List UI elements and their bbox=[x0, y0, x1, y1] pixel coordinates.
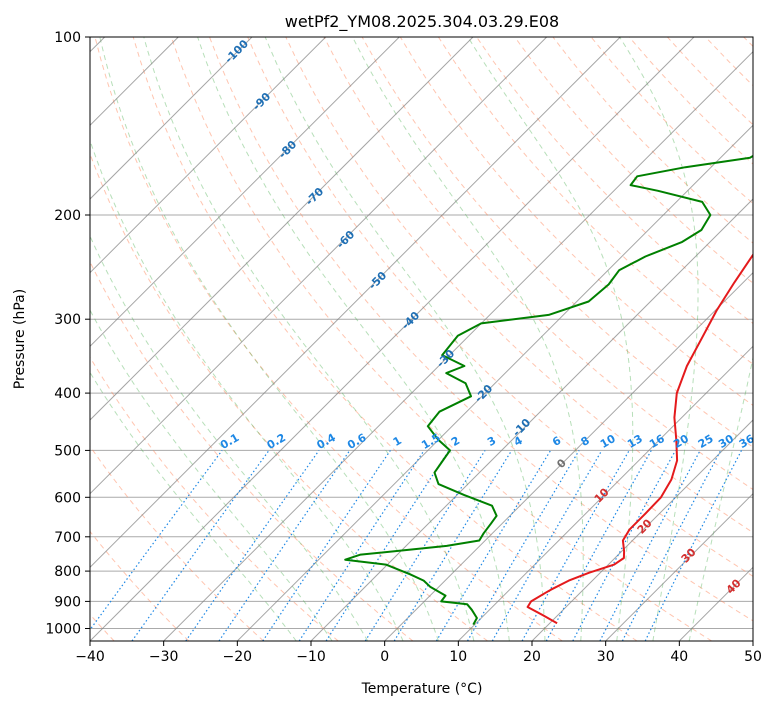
mixing-ratio-line bbox=[393, 450, 513, 641]
mixing-ratio-line bbox=[621, 450, 722, 641]
y-tick-label: 200 bbox=[54, 208, 81, 224]
x-tick-label: −40 bbox=[75, 649, 105, 665]
isotherm-line bbox=[457, 345, 753, 641]
isotherm-line bbox=[236, 124, 753, 641]
dry-adiabat-line bbox=[209, 37, 753, 622]
dry-adiabat-line bbox=[247, 37, 753, 577]
mixing-ratio-line bbox=[185, 450, 320, 641]
y-tick-label: 300 bbox=[54, 312, 81, 328]
y-tick-label: 600 bbox=[54, 490, 81, 506]
isobar-lines bbox=[90, 37, 753, 629]
isotherm-line bbox=[310, 198, 753, 641]
moist-adiabat-line bbox=[90, 234, 369, 641]
dry-adiabat-line bbox=[94, 37, 563, 641]
x-tick-label: −30 bbox=[149, 649, 179, 665]
chart-title: wetPf2_YM08.2025.304.03.29.E08 bbox=[285, 12, 559, 32]
x-tick-label: −10 bbox=[296, 649, 326, 665]
y-tick-label: 100 bbox=[54, 30, 81, 46]
x-tick-label: −20 bbox=[223, 649, 253, 665]
dry-adiabat-line bbox=[90, 530, 190, 641]
x-tick-label: 10 bbox=[449, 649, 467, 665]
mixing-ratio-line bbox=[466, 450, 580, 641]
dry-adiabat-line bbox=[90, 152, 488, 641]
y-tick-label: 800 bbox=[54, 564, 81, 580]
isotherm-line bbox=[90, 37, 253, 200]
y-tick-label: 400 bbox=[54, 386, 81, 402]
y-tick-label: 700 bbox=[54, 530, 81, 546]
isotherm-line bbox=[90, 37, 474, 421]
moist-adiabat-line bbox=[619, 37, 699, 641]
isotherm-lines bbox=[90, 37, 753, 641]
isotherm-line bbox=[90, 37, 400, 348]
moist-adiabat-line bbox=[99, 37, 439, 641]
isotherm-line bbox=[163, 50, 753, 641]
isotherm-line bbox=[531, 419, 753, 641]
dry-adiabat-line bbox=[132, 37, 638, 641]
mixing-ratio-line bbox=[131, 450, 270, 641]
isotherm-line bbox=[90, 37, 327, 274]
isotherm-line bbox=[384, 271, 753, 641]
x-axis-ticks: −40 −30 −20 −10 0 10 20 30 40 50 bbox=[75, 641, 762, 665]
dry-adiabat-line bbox=[170, 37, 712, 641]
mixing-ratio-line bbox=[491, 450, 603, 641]
plot-frame bbox=[89, 36, 754, 642]
dry-adiabat-line bbox=[514, 37, 753, 284]
mixing-ratio-lines bbox=[90, 450, 743, 641]
plot-area: -100-90-80-70-60-50-40-30-20-1000.1 0.2 0.… bbox=[90, 37, 757, 641]
isotherm-line bbox=[90, 37, 548, 495]
mixing-ratio-line bbox=[262, 450, 391, 641]
mixing-ratio-line bbox=[218, 450, 351, 641]
temperature-line bbox=[526, 253, 753, 625]
moist-adiabat-line bbox=[90, 138, 404, 641]
y-tick-label: 500 bbox=[54, 443, 81, 459]
x-tick-label: 40 bbox=[670, 649, 688, 665]
mixing-ratio-line bbox=[644, 450, 743, 641]
moist-adiabat-line bbox=[352, 37, 584, 641]
moist-adiabat-line bbox=[143, 37, 475, 641]
dry-adiabat-line bbox=[90, 445, 264, 641]
y-tick-label: 900 bbox=[54, 594, 81, 610]
x-tick-label: 0 bbox=[380, 649, 389, 665]
x-tick-label: 50 bbox=[744, 649, 762, 665]
y-axis-label: Pressure (hPa) bbox=[12, 289, 28, 389]
y-axis-ticks: 1000 900 800 700 600 500 400 300 200 100 bbox=[45, 30, 90, 638]
dry-adiabat-line bbox=[90, 356, 339, 641]
y-tick-label: 1000 bbox=[45, 622, 81, 638]
mixing-ratio-label: 36 bbox=[737, 432, 757, 451]
x-tick-label: 30 bbox=[597, 649, 615, 665]
isotherm-line bbox=[605, 492, 753, 641]
x-axis-label: Temperature (°C) bbox=[361, 681, 483, 697]
mixing-ratio-line bbox=[364, 450, 486, 641]
moist-adiabat-line bbox=[90, 371, 297, 641]
dry-adiabat-line bbox=[399, 37, 753, 407]
moist-adiabat-line bbox=[264, 37, 546, 641]
mixing-ratio-line bbox=[435, 450, 552, 641]
mixing-ratio-line bbox=[521, 450, 630, 641]
isotherm-line bbox=[90, 37, 621, 569]
x-tick-label: 20 bbox=[523, 649, 541, 665]
dewpoint-line bbox=[344, 154, 753, 626]
isotherm-line bbox=[90, 37, 695, 641]
profile-series bbox=[344, 154, 753, 626]
